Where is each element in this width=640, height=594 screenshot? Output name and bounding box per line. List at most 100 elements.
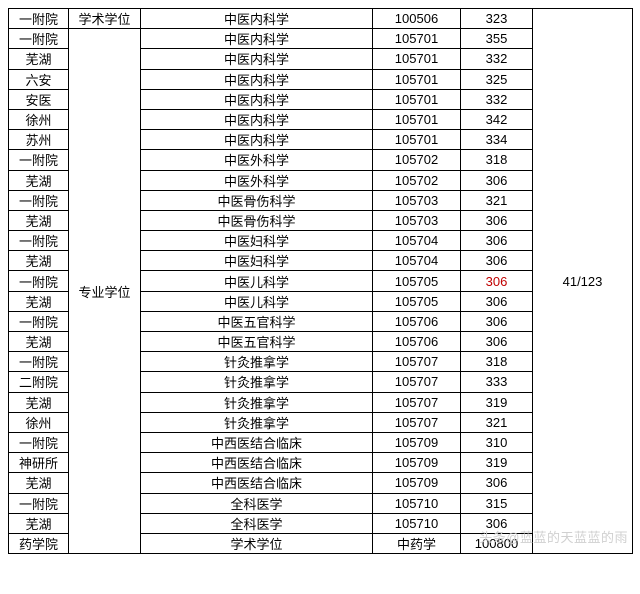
cell-campus: 苏州 [9, 130, 69, 150]
cell-score: 306 [461, 271, 533, 291]
cell-campus: 徐州 [9, 109, 69, 129]
cell-campus: 一附院 [9, 493, 69, 513]
cell-major: 中医妇科学 [141, 251, 373, 271]
cell-campus: 安医 [9, 89, 69, 109]
cell-code: 105703 [373, 210, 461, 230]
cell-major: 中西医结合临床 [141, 432, 373, 452]
cell-score: 306 [461, 251, 533, 271]
cell-score: 306 [461, 332, 533, 352]
cell-score: 342 [461, 109, 533, 129]
cell-score: 323 [461, 9, 533, 29]
cell-code: 105701 [373, 29, 461, 49]
cell-code: 105706 [373, 332, 461, 352]
cell-code: 105701 [373, 109, 461, 129]
cell-code: 105709 [373, 432, 461, 452]
cell-major: 中医内科学 [141, 109, 373, 129]
cell-code: 105707 [373, 392, 461, 412]
cell-score: 306 [461, 291, 533, 311]
cell-major: 针灸推拿学 [141, 412, 373, 432]
cell-campus: 一附院 [9, 271, 69, 291]
cell-campus: 芜湖 [9, 210, 69, 230]
cell-score: 306 [461, 170, 533, 190]
cell-campus: 一附院 [9, 190, 69, 210]
cell-campus: 一附院 [9, 9, 69, 29]
cell-campus: 药学院 [9, 533, 69, 553]
cell-score: 332 [461, 49, 533, 69]
cell-major: 中医五官科学 [141, 311, 373, 331]
cell-campus: 神研所 [9, 453, 69, 473]
cell-score: 321 [461, 190, 533, 210]
cell-major: 中药学 [373, 533, 461, 553]
cell-score: 310 [461, 432, 533, 452]
admission-score-table: 一附院学术学位中医内科学10050632341/123一附院专业学位中医内科学1… [8, 8, 633, 554]
cell-campus: 一附院 [9, 231, 69, 251]
cell-campus: 芜湖 [9, 291, 69, 311]
cell-code: 105701 [373, 49, 461, 69]
cell-code: 105702 [373, 170, 461, 190]
cell-score: 318 [461, 150, 533, 170]
cell-code: 105707 [373, 372, 461, 392]
cell-campus: 一附院 [9, 150, 69, 170]
cell-campus: 芜湖 [9, 170, 69, 190]
cell-code: 105703 [373, 190, 461, 210]
cell-major: 中西医结合临床 [141, 473, 373, 493]
cell-major: 中医儿科学 [141, 271, 373, 291]
cell-campus: 一附院 [9, 311, 69, 331]
cell-score: 321 [461, 412, 533, 432]
cell-campus: 芜湖 [9, 49, 69, 69]
cell-score: 332 [461, 89, 533, 109]
cell-score: 306 [461, 473, 533, 493]
cell-code: 105709 [373, 453, 461, 473]
cell-major: 中医妇科学 [141, 231, 373, 251]
cell-major: 中医内科学 [141, 9, 373, 29]
cell-degree-type: 学术学位 [69, 9, 141, 29]
cell-code: 105702 [373, 150, 461, 170]
cell-score: 306 [461, 210, 533, 230]
cell-major: 中医骨伤科学 [141, 210, 373, 230]
cell-code: 105704 [373, 251, 461, 271]
cell-code: 105707 [373, 352, 461, 372]
cell-score: 319 [461, 453, 533, 473]
cell-score: 355 [461, 29, 533, 49]
cell-score: 325 [461, 69, 533, 89]
cell-major: 中医外科学 [141, 150, 373, 170]
cell-degree-type: 专业学位 [69, 29, 141, 554]
cell-code: 105710 [373, 493, 461, 513]
cell-major: 针灸推拿学 [141, 392, 373, 412]
cell-score: 306 [461, 231, 533, 251]
cell-code: 105707 [373, 412, 461, 432]
cell-campus: 芜湖 [9, 332, 69, 352]
cell-code: 105701 [373, 89, 461, 109]
cell-major: 中医骨伤科学 [141, 190, 373, 210]
table-row: 一附院学术学位中医内科学10050632341/123 [9, 9, 633, 29]
cell-ratio: 41/123 [533, 9, 633, 554]
cell-score: 333 [461, 372, 533, 392]
cell-major: 中西医结合临床 [141, 453, 373, 473]
cell-score: 334 [461, 130, 533, 150]
cell-major: 中医内科学 [141, 89, 373, 109]
cell-code: 105709 [373, 473, 461, 493]
cell-campus: 一附院 [9, 432, 69, 452]
cell-code: 105710 [373, 513, 461, 533]
cell-score: 306 [461, 513, 533, 533]
cell-campus: 一附院 [9, 352, 69, 372]
cell-code: 100506 [373, 9, 461, 29]
cell-code: 105705 [373, 291, 461, 311]
cell-campus: 芜湖 [9, 251, 69, 271]
cell-code: 105705 [373, 271, 461, 291]
cell-score: 318 [461, 352, 533, 372]
cell-score: 315 [461, 493, 533, 513]
cell-major: 中医内科学 [141, 69, 373, 89]
cell-score: 319 [461, 392, 533, 412]
cell-major: 中医内科学 [141, 130, 373, 150]
cell-major: 中医儿科学 [141, 291, 373, 311]
cell-campus: 二附院 [9, 372, 69, 392]
cell-code: 105704 [373, 231, 461, 251]
cell-code: 100800 [461, 533, 533, 553]
cell-campus: 六安 [9, 69, 69, 89]
cell-major: 针灸推拿学 [141, 372, 373, 392]
cell-code: 105706 [373, 311, 461, 331]
cell-campus: 芜湖 [9, 513, 69, 533]
cell-major: 针灸推拿学 [141, 352, 373, 372]
cell-campus: 芜湖 [9, 392, 69, 412]
